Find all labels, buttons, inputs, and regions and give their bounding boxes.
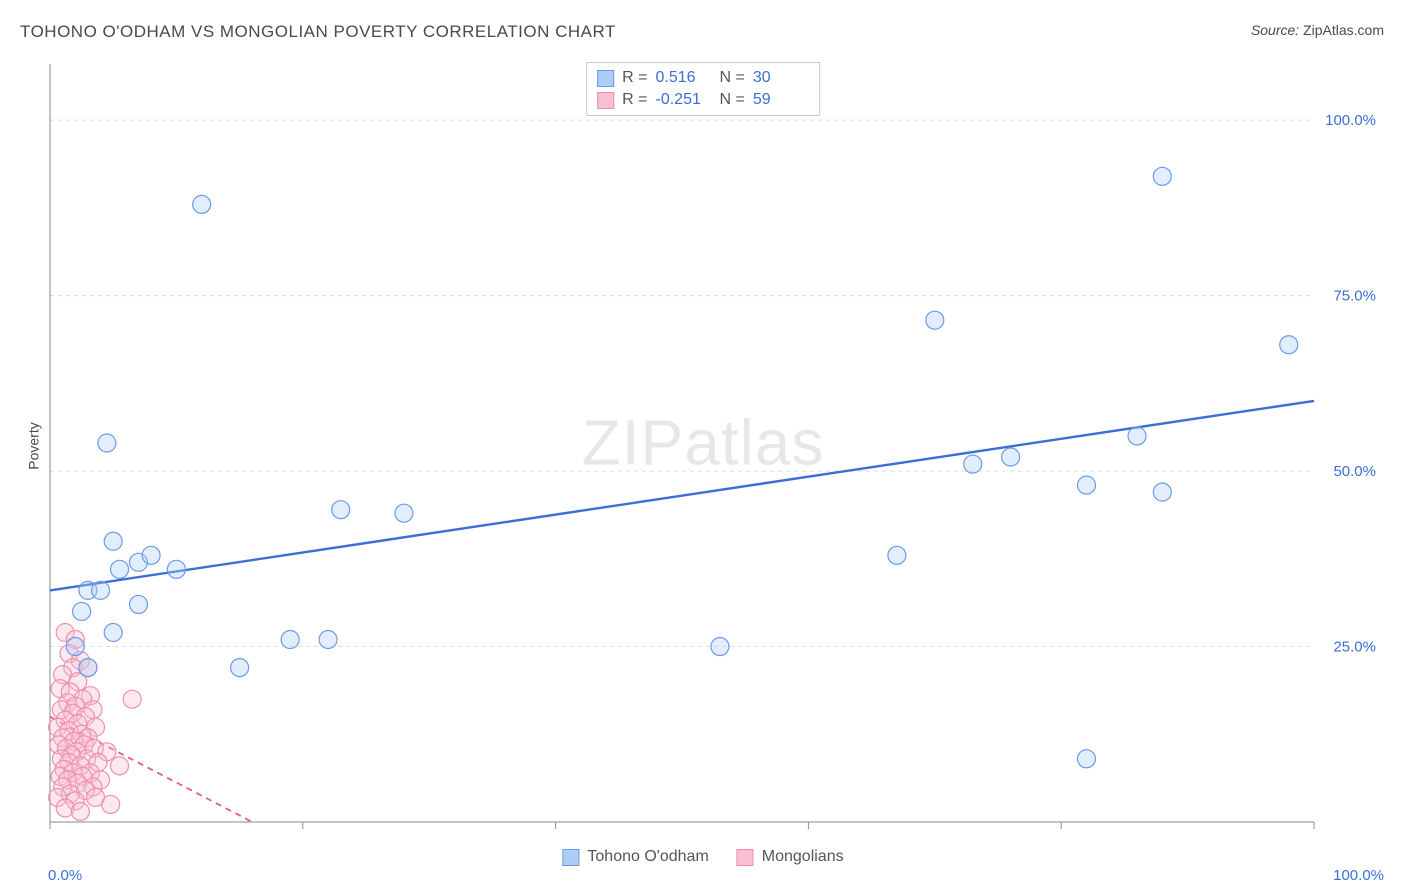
y-axis-label: Poverty	[26, 422, 42, 469]
legend-bottom-label-1: Mongolians	[762, 848, 844, 866]
x-axis-max-label: 100.0%	[1333, 867, 1384, 884]
legend-row-series-1: R = -0.251 N = 59	[597, 89, 809, 111]
legend-bottom-swatch-1	[737, 849, 754, 866]
n-value-0: 30	[753, 67, 809, 89]
svg-text:100.0%: 100.0%	[1325, 112, 1376, 129]
x-axis-min-label: 0.0%	[48, 867, 82, 884]
chart-title: TOHONO O'ODHAM VS MONGOLIAN POVERTY CORR…	[20, 22, 616, 42]
legend-bottom-swatch-0	[562, 849, 579, 866]
source-label: Source:	[1251, 22, 1299, 38]
n-label-1: N =	[720, 89, 745, 111]
source-value: ZipAtlas.com	[1303, 22, 1384, 38]
correlation-legend: R = 0.516 N = 30 R = -0.251 N = 59	[586, 62, 820, 116]
legend-item-0: Tohono O'odham	[562, 848, 708, 866]
legend-item-1: Mongolians	[737, 848, 844, 866]
series-legend: Tohono O'odham Mongolians	[562, 848, 843, 866]
n-value-1: 59	[753, 89, 809, 111]
legend-row-series-0: R = 0.516 N = 30	[597, 67, 809, 89]
legend-bottom-label-0: Tohono O'odham	[587, 848, 708, 866]
svg-text:25.0%: 25.0%	[1333, 639, 1376, 656]
r-value-1: -0.251	[656, 89, 712, 111]
legend-swatch-0	[597, 70, 614, 87]
scatter-plot: 25.0% 50.0% 75.0% 100.0%	[48, 60, 1384, 840]
svg-text:75.0%: 75.0%	[1333, 288, 1376, 305]
r-value-0: 0.516	[656, 67, 712, 89]
r-label-1: R =	[622, 89, 647, 111]
legend-swatch-1	[597, 92, 614, 109]
svg-text:50.0%: 50.0%	[1333, 463, 1376, 480]
n-label-0: N =	[720, 67, 745, 89]
source-credit: Source: ZipAtlas.com	[1251, 22, 1384, 38]
r-label-0: R =	[622, 67, 647, 89]
